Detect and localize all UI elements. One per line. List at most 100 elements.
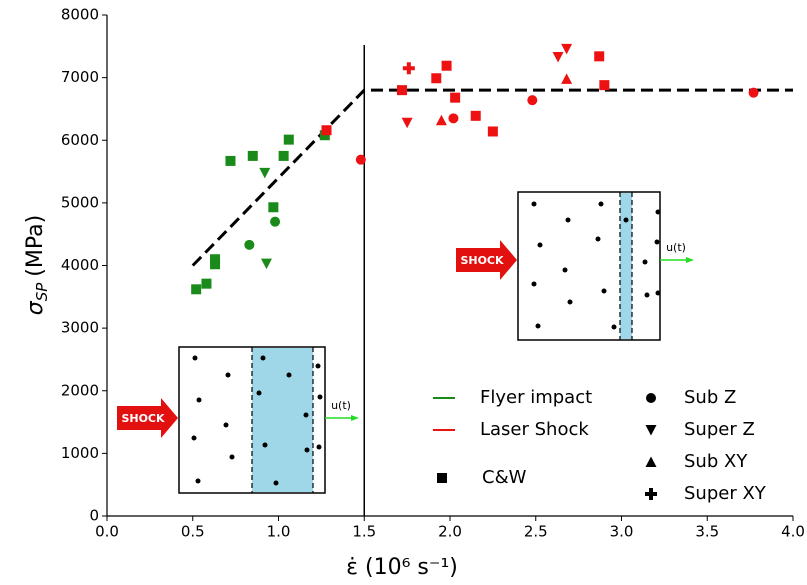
data-point [599,80,610,91]
x-tick-label: 3.5 [695,523,719,541]
inset-dot [565,217,571,223]
inset-dot [623,217,629,223]
y-tick-label: 8000 [61,6,99,24]
inset-region [252,348,313,492]
inset-dot [644,292,650,298]
shock-label: SHOCK [460,254,504,267]
data-point [270,216,281,227]
data-point [319,130,330,141]
data-point [210,254,221,265]
inset-dot [286,372,292,378]
inset-dot [195,478,201,484]
legend-label: Flyer impact [480,387,592,408]
data-point [283,134,294,145]
reference-line [191,88,793,267]
legend-marker [645,425,657,436]
y-tick-label: 0 [89,507,99,525]
x-tick-label: 0.5 [181,523,205,541]
legend-label: Super Z [684,419,755,440]
velocity-label: u(t) [666,241,686,254]
x-tick-label: 3.0 [610,523,634,541]
inset-dot [225,372,231,378]
data-point [355,154,366,165]
y-label-subscript: SP [33,282,51,302]
inset-dot [531,201,537,207]
data-point [244,239,255,250]
y-tick-label: 3000 [61,319,99,337]
x-tick-label: 0.0 [95,523,119,541]
x-tick-label: 4.0 [781,523,805,541]
inset-dot [601,288,607,294]
inset-dot [655,209,661,215]
y-tick-label: 4000 [61,256,99,274]
inset: SHOCK u(t) [117,346,359,494]
x-tick-label: 1.5 [352,523,376,541]
inset-region [620,193,632,339]
y-tick-label: 5000 [61,193,99,211]
inset-dot [273,480,279,486]
x-tick-label: 2.5 [524,523,548,541]
y-axis-label: σSP (MPa) [23,215,51,315]
data-point [435,114,447,126]
data-point [268,202,279,213]
inset-dot [304,447,310,453]
data-point [431,73,442,84]
y-tick-label: 1000 [61,444,99,462]
data-point [552,51,564,63]
shock-label: SHOCK [121,412,165,425]
velocity-label: u(t) [331,399,351,412]
legend-marker [645,488,657,500]
data-point [402,62,415,75]
legend-marker [645,456,657,467]
y-label-unit: (MPa) [23,215,48,277]
data-point [247,150,258,161]
y-label-symbol: σ [23,300,48,315]
data-point [201,278,212,289]
inset-dot [567,299,573,305]
inset-dot [303,412,309,418]
x-axis-label: ε̇ (10⁶ s⁻¹) [346,555,458,580]
inset-dot [315,363,321,369]
data-point [191,284,202,295]
legend-marker [437,473,447,483]
data-point [561,43,573,55]
velocity-arrowhead [686,257,694,263]
data-point [594,51,605,62]
inset-dot [256,390,262,396]
velocity-arrowhead [351,415,359,421]
inset-dot [595,236,601,242]
inset: SHOCK u(t) [456,191,694,341]
data-point [225,155,236,166]
inset-dot [655,290,661,296]
data-point [278,150,289,161]
inset-dot [229,454,235,460]
legend-label: Sub XY [684,451,748,472]
x-tick-label: 1.0 [267,523,291,541]
inset-dot [262,442,268,448]
y-tick-label: 6000 [61,131,99,149]
inset-dot [535,323,541,329]
data-point [470,110,481,121]
y-tick-label: 7000 [61,68,99,86]
legend-label: C&W [482,467,527,488]
inset-dot [531,281,537,287]
data-point [748,87,759,98]
inset-dot [611,324,617,330]
data-point [487,126,498,137]
data-point [450,92,461,103]
data-point [260,258,272,270]
inset-dot [260,355,266,361]
data-point [210,259,221,270]
inset-dot [192,355,198,361]
shock-arrow [456,240,517,280]
inset-dot [562,267,568,273]
inset-box [517,191,661,341]
data-point [561,73,573,84]
inset-dot [642,259,648,265]
data-point [321,125,332,136]
inset-dot [223,422,229,428]
inset-dot [316,444,322,450]
inset-dot [654,239,660,245]
inset-dot [537,242,543,248]
